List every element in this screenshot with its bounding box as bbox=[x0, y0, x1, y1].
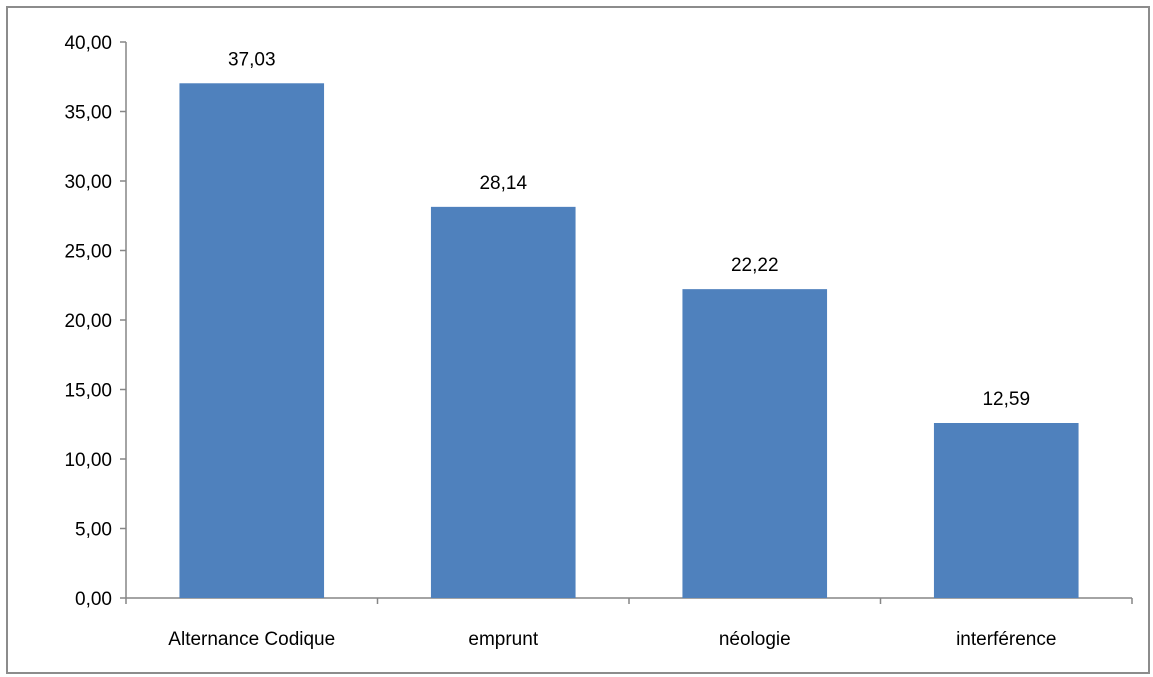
y-tick-label: 30,00 bbox=[64, 172, 112, 193]
y-tick-label: 20,00 bbox=[64, 311, 112, 332]
x-axis bbox=[125, 597, 1133, 604]
bar-1 bbox=[179, 83, 325, 598]
data-label-1: 37,03 bbox=[228, 49, 276, 70]
data-labels: 37,03 28,14 22,22 12,59 bbox=[228, 49, 1030, 410]
bar-2 bbox=[430, 206, 576, 598]
y-tick-label: 35,00 bbox=[64, 103, 112, 124]
y-tick-label: 25,00 bbox=[64, 242, 112, 263]
y-tick-label: 40,00 bbox=[64, 33, 112, 54]
category-label-3: néologie bbox=[719, 629, 791, 650]
category-label-2: emprunt bbox=[468, 629, 538, 650]
bars bbox=[179, 83, 1079, 598]
data-label-4: 12,59 bbox=[982, 389, 1030, 410]
y-tick-label: 10,00 bbox=[64, 450, 112, 471]
bar-chart: 0,00 5,00 10,00 15,00 20,00 25,00 30,00 35,00 40… bbox=[64, 33, 1133, 650]
category-label-4: interférence bbox=[956, 629, 1056, 650]
bar-3 bbox=[682, 289, 828, 598]
y-tick-label: 0,00 bbox=[75, 589, 112, 610]
category-labels: Alternance Codique emprunt néologie interfé… bbox=[168, 629, 1056, 650]
bar-4 bbox=[933, 422, 1079, 598]
data-label-3: 22,22 bbox=[731, 255, 779, 276]
y-tick-label: 15,00 bbox=[64, 381, 112, 402]
y-axis: 0,00 5,00 10,00 15,00 20,00 25,00 30,00 35,00 40… bbox=[64, 33, 127, 610]
y-tick-label: 5,00 bbox=[75, 520, 112, 541]
category-label-1: Alternance Codique bbox=[168, 629, 335, 650]
chart-frame: 0,00 5,00 10,00 15,00 20,00 25,00 30,00 35,00 40… bbox=[6, 6, 1150, 674]
data-label-2: 28,14 bbox=[479, 173, 527, 194]
